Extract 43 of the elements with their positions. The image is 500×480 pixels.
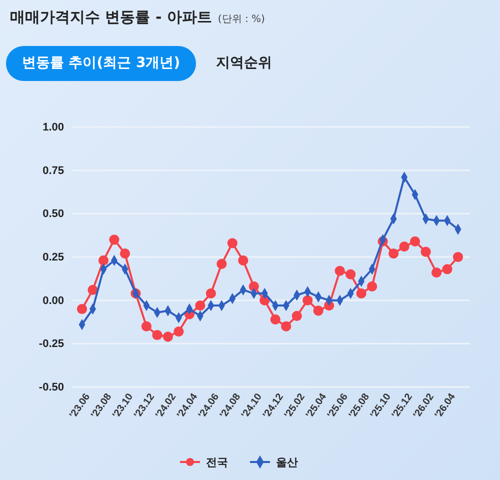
point [174, 326, 184, 337]
point [141, 321, 152, 332]
point [367, 281, 378, 292]
point [238, 255, 248, 266]
point [152, 330, 162, 340]
point [420, 246, 431, 257]
point [292, 310, 302, 321]
chart-title: 매매가격지수 변동률 - 아파트 [10, 8, 212, 26]
y-tick-label: -0.50 [38, 382, 64, 394]
point [313, 306, 324, 316]
point [206, 288, 216, 298]
point [98, 255, 109, 266]
y-tick-label: 0.00 [42, 294, 64, 307]
tab-button: 변동률 추이(최근 3개년) [6, 46, 196, 81]
point [399, 242, 410, 252]
point [216, 258, 227, 269]
point [227, 238, 238, 248]
point [388, 248, 399, 259]
chart-subtitle: (단위 : %) [218, 14, 266, 25]
point [195, 300, 206, 311]
y-tick-label: 0.25 [42, 252, 64, 264]
y-tick-label: 1.00 [42, 122, 64, 134]
point [431, 268, 442, 278]
point [270, 314, 280, 324]
point [442, 264, 452, 274]
legend-label: 울산 [276, 456, 298, 469]
point [302, 295, 313, 306]
point [452, 252, 464, 262]
point [76, 304, 88, 314]
text: 지역순위 [216, 55, 272, 71]
point [346, 269, 356, 280]
y-tick-label: 0.50 [42, 208, 64, 220]
legend-label: 전국 [206, 456, 228, 469]
point [356, 288, 366, 298]
point [88, 284, 98, 295]
point [109, 234, 120, 245]
y-tick-label: 0.75 [42, 164, 64, 177]
point [162, 332, 173, 342]
point [334, 266, 345, 276]
point [281, 321, 292, 332]
point [410, 236, 420, 246]
y-tick-label: -0.25 [38, 338, 64, 350]
point [120, 248, 130, 259]
